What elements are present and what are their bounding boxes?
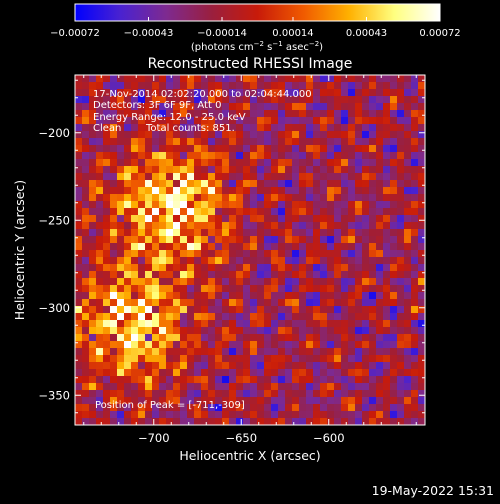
axis-ticks: −700 −650 −600 −200 −250 −300 −350: [38, 75, 425, 445]
detectors-annotation: Detectors: 3F 6F 9F, Att 0: [93, 100, 221, 111]
plot-frame: [74, 74, 426, 426]
peak-annotation: Position of Peak = [-711,-309]: [95, 400, 245, 411]
date-stamp: 19-May-2022 15:31: [372, 483, 494, 498]
colorbar-tick-label: 0.00072: [419, 28, 460, 39]
y-tick-label: −250: [38, 213, 70, 227]
x-tick-label: −700: [138, 431, 170, 445]
y-tick-label: −300: [38, 301, 70, 315]
x-tick-label: −600: [313, 431, 345, 445]
time-range-annotation: 17-Nov-2014 02:02:20.000 to 02:04:44.000: [93, 89, 312, 100]
colorbar-ticks: −0.00072 −0.00043 −0.00014 0.00014 0.00043 0.…: [50, 17, 461, 39]
colorbar-tick-label: 0.00014: [272, 28, 313, 39]
y-tick-label: −200: [38, 126, 70, 140]
x-axis-label: Heliocentric X (arcsec): [179, 448, 320, 463]
counts-annotation: Total counts: 851.: [145, 123, 235, 134]
chart-title: Reconstructed RHESSI Image: [148, 56, 353, 72]
energy-annotation: Energy Range: 12.0 - 25.0 keV: [93, 112, 246, 123]
colorbar-tick-label: 0.00043: [346, 28, 387, 39]
colorbar-tick-label: −0.00043: [124, 28, 174, 39]
colorbar: [74, 3, 441, 22]
x-tick-label: −650: [225, 431, 257, 445]
colorbar-tick-label: −0.00072: [50, 28, 100, 39]
colorbar-tick-label: −0.00014: [197, 28, 247, 39]
colorbar-units: (photons cm−2 s−1 asec−2): [191, 40, 323, 53]
y-tick-label: −350: [38, 388, 70, 402]
clean-annotation: Clean: [93, 123, 121, 134]
y-axis-label: Heliocentric Y (arcsec): [12, 180, 27, 320]
heatmap-image: [75, 75, 425, 425]
